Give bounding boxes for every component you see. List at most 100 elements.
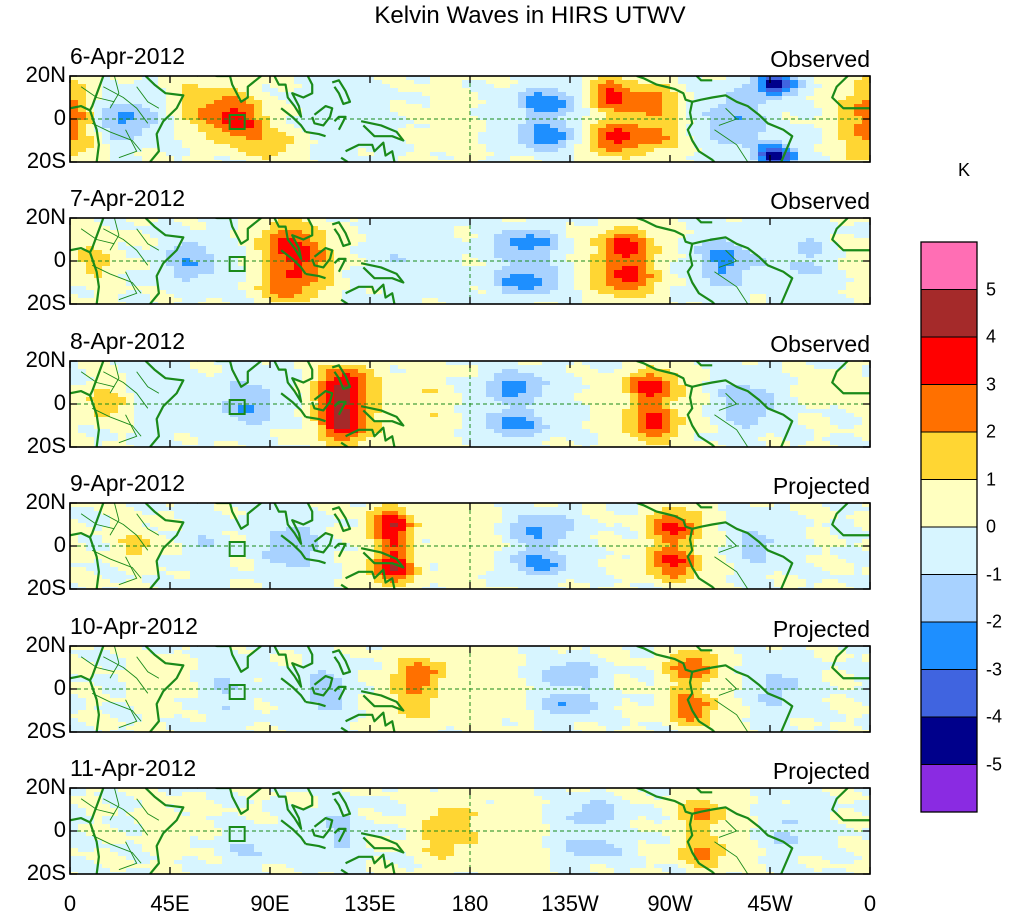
heatmap-cell	[470, 144, 479, 149]
heatmap-cell	[510, 156, 519, 161]
heatmap-cell	[566, 282, 575, 287]
heatmap-cell	[742, 226, 751, 231]
heatmap-cell	[574, 140, 583, 145]
heatmap-cell	[150, 397, 159, 402]
heatmap-cell	[494, 254, 503, 259]
heatmap-cell	[798, 144, 807, 149]
heatmap-cell	[862, 254, 870, 259]
heatmap-cell	[574, 254, 583, 259]
heatmap-cell	[710, 144, 719, 149]
heatmap-cell	[734, 282, 743, 287]
heatmap-cell	[438, 278, 447, 283]
heatmap-cell	[134, 152, 143, 157]
heatmap-cell	[238, 152, 247, 157]
heatmap-cell	[222, 401, 231, 406]
heatmap-cell	[190, 222, 199, 227]
heatmap-cell	[350, 124, 359, 129]
heatmap-cell	[214, 88, 223, 93]
heatmap-cell	[622, 274, 631, 279]
heatmap-cell	[206, 361, 215, 366]
heatmap-cell	[358, 266, 367, 271]
heatmap-cell	[206, 290, 215, 295]
heatmap-cell	[174, 258, 183, 263]
heatmap-cell	[398, 242, 407, 247]
heatmap-cell	[510, 80, 519, 85]
heatmap-cell	[382, 270, 391, 275]
heatmap-cell	[126, 298, 135, 303]
heatmap-cell	[270, 302, 279, 304]
heatmap-cell	[718, 104, 727, 109]
heatmap-cell	[790, 270, 799, 275]
heatmap-cell	[646, 148, 655, 153]
heatmap-cell	[222, 92, 231, 97]
heatmap-cell	[558, 258, 567, 263]
heatmap-cell	[670, 76, 679, 81]
heatmap-cell	[838, 254, 847, 259]
heatmap-cell	[358, 226, 367, 231]
heatmap-cell	[550, 278, 559, 283]
heatmap-cell	[350, 254, 359, 259]
heatmap-cell	[238, 421, 247, 426]
heatmap-cell	[246, 365, 255, 370]
heatmap-cell	[494, 282, 503, 287]
heatmap-cell	[294, 230, 303, 235]
heatmap-cell	[550, 218, 559, 223]
heatmap-cell	[222, 120, 231, 125]
heatmap-cell	[286, 124, 295, 129]
heatmap-cell	[478, 88, 487, 93]
heatmap-cell	[374, 128, 383, 133]
heatmap-cell	[414, 104, 423, 109]
heatmap-cell	[310, 96, 319, 101]
heatmap-cell	[222, 242, 231, 247]
heatmap-cell	[742, 286, 751, 291]
heatmap-cell	[422, 84, 431, 89]
heatmap-cell	[238, 389, 247, 394]
heatmap-cell	[814, 218, 823, 223]
heatmap-cell	[126, 381, 135, 386]
heatmap-cell	[542, 302, 551, 304]
heatmap-cell	[414, 92, 423, 97]
heatmap-cell	[678, 258, 687, 263]
heatmap-cell	[822, 282, 831, 287]
heatmap-cell	[862, 246, 870, 251]
heatmap-cell	[198, 270, 207, 275]
heatmap-cell	[198, 369, 207, 374]
heatmap-cell	[102, 437, 111, 442]
heatmap-cell	[134, 254, 143, 259]
heatmap-cell	[198, 104, 207, 109]
heatmap-cell	[438, 298, 447, 303]
heatmap-cell	[134, 116, 143, 121]
heatmap-cell	[654, 222, 663, 227]
heatmap-cell	[134, 226, 143, 231]
heatmap-cell	[294, 234, 303, 239]
heatmap-cell	[190, 361, 199, 366]
heatmap-cell	[246, 108, 255, 113]
heatmap-cell	[374, 282, 383, 287]
heatmap-cell	[174, 116, 183, 121]
heatmap-cell	[758, 290, 767, 295]
heatmap-cell	[654, 92, 663, 97]
heatmap-cell	[134, 294, 143, 299]
heatmap-cell	[182, 160, 191, 162]
heatmap-cell	[86, 84, 95, 89]
heatmap-cell	[366, 246, 375, 251]
heatmap-cell	[590, 238, 599, 243]
heatmap-cell	[414, 112, 423, 117]
heatmap-cell	[550, 148, 559, 153]
heatmap-cell	[846, 222, 855, 227]
heatmap-cell	[550, 246, 559, 251]
heatmap-cell	[214, 144, 223, 149]
heatmap-cell	[686, 282, 695, 287]
heatmap-cell	[654, 226, 663, 231]
heatmap-cell	[550, 270, 559, 275]
heatmap-cell	[686, 92, 695, 97]
heatmap-cell	[670, 230, 679, 235]
heatmap-cell	[726, 108, 735, 113]
heatmap-cell	[254, 286, 263, 291]
heatmap-cell	[302, 230, 311, 235]
heatmap-cell	[822, 218, 831, 223]
heatmap-cell	[662, 128, 671, 133]
heatmap-cell	[478, 286, 487, 291]
heatmap-cell	[206, 445, 215, 447]
heatmap-cell	[446, 124, 455, 129]
